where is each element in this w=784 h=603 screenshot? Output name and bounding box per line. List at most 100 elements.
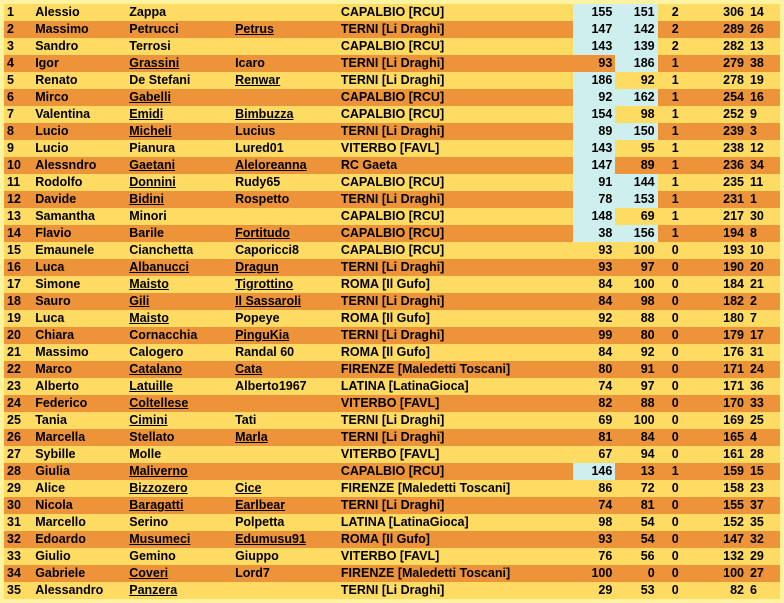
extra-cell: 21 (747, 276, 780, 293)
table-row: 27SybilleMolleVITERBO [FAVL]6794016128 (4, 446, 780, 463)
lastname-cell: Maliverno (126, 463, 232, 480)
lastname-cell: Cimini (126, 412, 232, 429)
table-row: 22MarcoCatalanoCataFIRENZE [Maledetti To… (4, 361, 780, 378)
rank-cell: 7 (4, 106, 32, 123)
extra-cell: 35 (747, 514, 780, 531)
firstname-cell: Nicola (32, 497, 126, 514)
table-row: 31MarcelloSerinoPolpettaLATINA [LatinaGi… (4, 514, 780, 531)
firstname-cell: Lucio (32, 140, 126, 157)
lastname-cell: Molle (126, 446, 232, 463)
score1-cell: 91 (573, 174, 615, 191)
nickname-cell: Fortitudo (232, 225, 338, 242)
lastname-cell: Maisto (126, 310, 232, 327)
extra-cell: 23 (747, 480, 780, 497)
total-cell: 170 (693, 395, 747, 412)
count-cell: 1 (658, 157, 693, 174)
firstname-cell: Alessandro (32, 582, 126, 599)
total-cell: 82 (693, 582, 747, 599)
extra-cell: 7 (747, 310, 780, 327)
firstname-cell: Rodolfo (32, 174, 126, 191)
score2-cell: 139 (615, 38, 657, 55)
total-cell: 252 (693, 106, 747, 123)
rank-cell: 15 (4, 242, 32, 259)
score1-cell: 100 (573, 565, 615, 582)
score1-cell: 81 (573, 429, 615, 446)
lastname-cell: Zappa (126, 4, 232, 21)
club-cell: ROMA [Il Gufo] (338, 276, 573, 293)
score1-cell: 98 (573, 514, 615, 531)
total-cell: 100 (693, 565, 747, 582)
table-row: 21MassimoCalogeroRandal 60ROMA [Il Gufo]… (4, 344, 780, 361)
firstname-cell: Sandro (32, 38, 126, 55)
count-cell: 0 (658, 259, 693, 276)
rank-cell: 9 (4, 140, 32, 157)
score2-cell: 56 (615, 548, 657, 565)
total-cell: 194 (693, 225, 747, 242)
club-cell: CAPALBIO [RCU] (338, 208, 573, 225)
nickname-cell: Cata (232, 361, 338, 378)
lastname-cell: Bidini (126, 191, 232, 208)
lastname-cell: Barile (126, 225, 232, 242)
score1-cell: 29 (573, 582, 615, 599)
rank-cell: 17 (4, 276, 32, 293)
total-cell: 180 (693, 310, 747, 327)
count-cell: 0 (658, 531, 693, 548)
score2-cell: 97 (615, 378, 657, 395)
total-cell: 217 (693, 208, 747, 225)
firstname-cell: Giulio (32, 548, 126, 565)
count-cell: 0 (658, 446, 693, 463)
firstname-cell: Massimo (32, 344, 126, 361)
score1-cell: 76 (573, 548, 615, 565)
total-cell: 132 (693, 548, 747, 565)
total-cell: 306 (693, 4, 747, 21)
firstname-cell: Marco (32, 361, 126, 378)
score1-cell: 74 (573, 378, 615, 395)
table-row: 11RodolfoDonniniRudy65CAPALBIO [RCU]9114… (4, 174, 780, 191)
nickname-cell: Rudy65 (232, 174, 338, 191)
firstname-cell: Samantha (32, 208, 126, 225)
extra-cell: 37 (747, 497, 780, 514)
table-row: 10AlessndroGaetaniAleloreannaRC Gaeta147… (4, 157, 780, 174)
rank-cell: 23 (4, 378, 32, 395)
rank-cell: 16 (4, 259, 32, 276)
lastname-cell: Catalano (126, 361, 232, 378)
score2-cell: 186 (615, 55, 657, 72)
firstname-cell: Alice (32, 480, 126, 497)
score2-cell: 151 (615, 4, 657, 21)
firstname-cell: Flavio (32, 225, 126, 242)
total-cell: 184 (693, 276, 747, 293)
table-row: 23AlbertoLatuilleAlberto1967LATINA [Lati… (4, 378, 780, 395)
extra-cell: 30 (747, 208, 780, 225)
score2-cell: 54 (615, 531, 657, 548)
club-cell: CAPALBIO [RCU] (338, 89, 573, 106)
rank-cell: 5 (4, 72, 32, 89)
score2-cell: 92 (615, 344, 657, 361)
count-cell: 0 (658, 429, 693, 446)
table-row: 29AliceBizzozeroCiceFIRENZE [Maledetti T… (4, 480, 780, 497)
rank-cell: 28 (4, 463, 32, 480)
table-row: 9LucioPianuraLured01VITERBO [FAVL]143951… (4, 140, 780, 157)
lastname-cell: Coltellese (126, 395, 232, 412)
firstname-cell: Alessndro (32, 157, 126, 174)
score2-cell: 88 (615, 310, 657, 327)
count-cell: 1 (658, 123, 693, 140)
nickname-cell: Rospetto (232, 191, 338, 208)
lastname-cell: Terrosi (126, 38, 232, 55)
nickname-cell: Edumusu91 (232, 531, 338, 548)
rank-cell: 25 (4, 412, 32, 429)
club-cell: TERNI [Li Draghi] (338, 191, 573, 208)
count-cell: 0 (658, 497, 693, 514)
count-cell: 1 (658, 225, 693, 242)
firstname-cell: Davide (32, 191, 126, 208)
extra-cell: 10 (747, 242, 780, 259)
total-cell: 182 (693, 293, 747, 310)
score2-cell: 142 (615, 21, 657, 38)
total-cell: 155 (693, 497, 747, 514)
count-cell: 1 (658, 72, 693, 89)
count-cell: 2 (658, 21, 693, 38)
count-cell: 0 (658, 565, 693, 582)
count-cell: 0 (658, 327, 693, 344)
extra-cell: 14 (747, 4, 780, 21)
firstname-cell: Giulia (32, 463, 126, 480)
nickname-cell (232, 395, 338, 412)
